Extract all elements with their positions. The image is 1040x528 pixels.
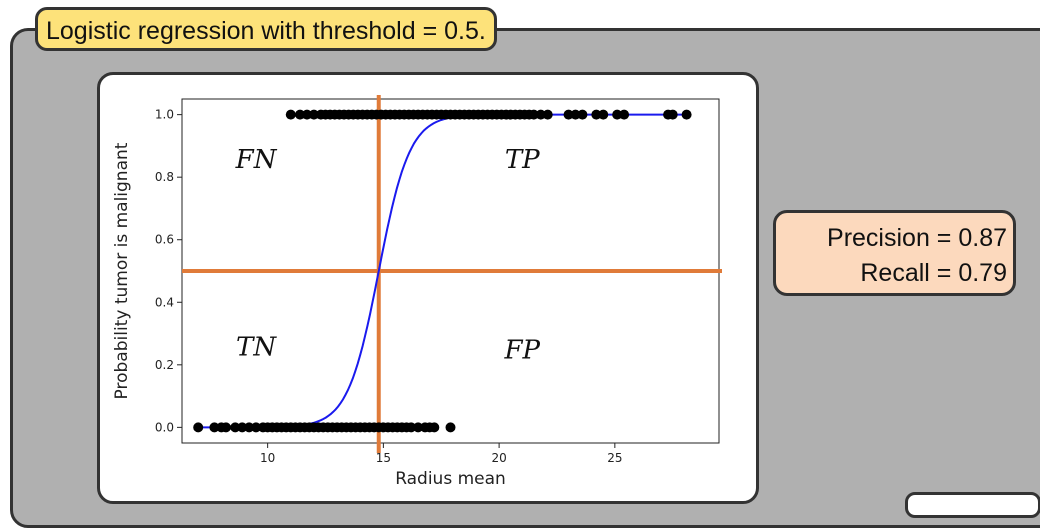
- malignant-point: [570, 109, 581, 120]
- benign-point: [445, 422, 456, 433]
- quadrant-label-fp: FP: [503, 336, 540, 366]
- malignant-point: [681, 109, 692, 120]
- precision-text: Precision = 0.87: [827, 224, 1007, 252]
- malignant-point: [591, 109, 602, 120]
- benign-point: [220, 422, 231, 433]
- chart-svg: 10 15 20 25 0.0 0.2 0.4 0.6 0.8 1.0 Radius mean Pro…: [112, 95, 722, 489]
- recall-text: Recall = 0.79: [860, 259, 1007, 287]
- y-tick-label: 1.0: [155, 108, 174, 122]
- malignant-point: [295, 109, 306, 120]
- quadrant-label-tp: TP: [505, 145, 540, 175]
- quadrant-label-tn: TN: [236, 332, 277, 362]
- x-tick-label: 10: [260, 451, 275, 465]
- malignant-point: [563, 109, 574, 120]
- malignant-point: [612, 109, 623, 120]
- metrics-box: Precision = 0.87 Recall = 0.79: [773, 210, 1016, 296]
- y-tick-label: 0.6: [155, 233, 174, 247]
- benign-point: [429, 422, 440, 433]
- benign-point: [406, 422, 417, 433]
- x-tick-label: 15: [376, 451, 391, 465]
- malignant-point: [285, 109, 296, 120]
- quadrant-label-fn: FN: [235, 145, 278, 175]
- x-tick-label: 25: [607, 451, 622, 465]
- benign-point: [237, 422, 248, 433]
- benign-point: [244, 422, 255, 433]
- benign-point: [230, 422, 241, 433]
- y-axis-label: Probability tumor is malignant: [112, 142, 132, 399]
- title-badge: Logistic regression with threshold = 0.5…: [35, 7, 497, 51]
- benign-point: [209, 422, 220, 433]
- malignant-point: [542, 109, 553, 120]
- benign-point: [413, 422, 424, 433]
- malignant-point: [308, 109, 319, 120]
- chart-card: 10 15 20 25 0.0 0.2 0.4 0.6 0.8 1.0 Radius mean Pro…: [97, 72, 759, 504]
- x-tick-label: 20: [491, 451, 506, 465]
- malignant-point: [577, 109, 588, 120]
- corner-tab: [905, 492, 1040, 518]
- benign-point: [193, 422, 204, 433]
- y-tick-label: 0.0: [155, 420, 174, 434]
- title-text: Logistic regression with threshold = 0.5…: [46, 17, 486, 45]
- malignant-point: [598, 109, 609, 120]
- x-axis-label: Radius mean: [395, 469, 506, 489]
- y-tick-label: 0.2: [155, 358, 174, 372]
- benign-point: [251, 422, 262, 433]
- malignant-point: [619, 109, 630, 120]
- malignant-point: [528, 109, 539, 120]
- malignant-point: [301, 109, 312, 120]
- y-tick-label: 0.4: [155, 295, 174, 309]
- malignant-point: [535, 109, 546, 120]
- malignant-point: [667, 109, 678, 120]
- y-tick-label: 0.8: [155, 170, 174, 184]
